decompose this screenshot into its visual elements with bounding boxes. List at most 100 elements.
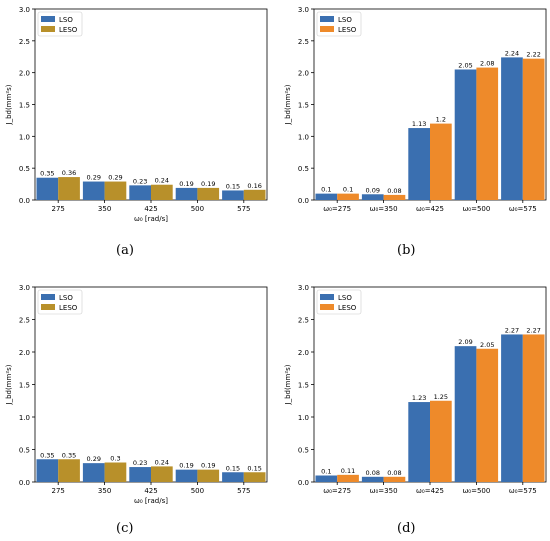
bar-leso-4 (522, 334, 545, 482)
data-label-leso-0: 0.11 (341, 467, 355, 475)
bar-lso-4 (501, 334, 523, 482)
y-tick-label: 0.0 (298, 197, 309, 205)
x-axis-label: ω₀ [rad/s] (134, 215, 168, 223)
bar-leso-2 (151, 466, 173, 482)
x-tick-label: ω₀=350 (370, 205, 398, 213)
data-label-leso-3: 0.19 (201, 180, 215, 188)
bar-lso-2 (129, 185, 151, 200)
y-tick-label: 0.5 (298, 165, 309, 173)
y-tick-label: 2.5 (298, 38, 309, 46)
y-tick-label: 0.0 (19, 197, 30, 205)
caption-a: (a) (116, 243, 134, 258)
bar-leso-3 (476, 67, 499, 200)
bar-lso-3 (175, 469, 198, 482)
x-tick-label: 575 (237, 487, 250, 495)
bar-lso-0 (315, 475, 338, 482)
data-label-lso-2: 1.13 (412, 120, 426, 128)
data-label-lso-4: 2.24 (505, 49, 519, 57)
y-axis-label: J_bd(mm²s) (5, 364, 13, 405)
data-label-lso-4: 0.15 (226, 182, 240, 190)
y-tick-label: 0.5 (19, 165, 30, 173)
y-axis-label: J_bd(mm²s) (284, 84, 292, 125)
legend-label-leso: LESO (59, 26, 78, 34)
bar-leso-3 (197, 187, 220, 200)
y-tick-label: 0.0 (298, 479, 309, 487)
bar-leso-1 (104, 462, 127, 482)
data-label-leso-1: 0.29 (108, 174, 122, 182)
y-axis-label: J_bd(mm²s) (5, 84, 13, 125)
x-tick-label: ω₀=275 (323, 487, 351, 495)
legend-swatch-lso (41, 294, 55, 300)
y-tick-label: 2.0 (19, 70, 30, 78)
y-tick-label: 1.5 (19, 382, 30, 390)
chart-b: 0.0 0.5 1.0 1.5 2.0 2.5 3.0 J_bd(mm²s) 0.1 0.1 ω₀=… (284, 6, 547, 213)
y-tick-label: 1.0 (19, 414, 30, 422)
bar-lso-2 (408, 128, 430, 200)
caption-c: (c) (116, 521, 134, 536)
x-tick-label: ω₀=350 (370, 487, 398, 495)
bar-lso-3 (454, 346, 477, 482)
y-tick-label: 1.0 (298, 414, 309, 422)
legend-swatch-lso (41, 16, 55, 22)
x-tick-label: 425 (144, 205, 157, 213)
data-label-lso-2: 1.23 (412, 394, 426, 402)
x-tick-label: 425 (144, 487, 157, 495)
caption-b: (b) (397, 243, 416, 258)
data-label-leso-2: 1.2 (436, 116, 446, 124)
legend-label-lso: LSO (338, 16, 352, 24)
data-label-lso-4: 0.15 (226, 464, 240, 472)
x-tick-label: ω₀=425 (416, 487, 444, 495)
y-tick-label: 1.0 (19, 133, 30, 141)
y-tick-label: 1.5 (298, 102, 309, 110)
y-tick-label: 1.0 (298, 133, 309, 141)
data-label-lso-3: 2.05 (458, 61, 472, 69)
data-label-leso-1: 0.08 (387, 469, 401, 477)
data-label-lso-4: 2.27 (505, 326, 519, 334)
data-label-lso-3: 0.19 (179, 180, 193, 188)
data-label-leso-0: 0.35 (62, 451, 76, 459)
x-tick-label: ω₀=575 (509, 487, 537, 495)
bar-leso-2 (430, 123, 452, 200)
y-tick-label: 3.0 (19, 284, 30, 292)
y-tick-label: 0.5 (19, 447, 30, 455)
chart-a: 0.0 0.5 1.0 1.5 2.0 2.5 3.0 J_bd(mm²s) 0.35 0.36 2… (5, 6, 268, 223)
x-tick-label: 350 (98, 487, 111, 495)
data-label-lso-1: 0.08 (366, 469, 380, 477)
bar-lso-3 (454, 69, 477, 200)
x-tick-label: ω₀=500 (462, 205, 490, 213)
bar-leso-0 (337, 474, 359, 482)
chart-d: 0.0 0.5 1.0 1.5 2.0 2.5 3.0 J_bd(mm²s) 0.1 0.11 ω₀… (284, 284, 547, 495)
x-tick-label: 275 (52, 205, 65, 213)
data-label-leso-3: 2.08 (480, 60, 494, 68)
data-label-lso-1: 0.09 (366, 186, 380, 194)
bar-lso-1 (82, 181, 105, 200)
bar-leso-3 (197, 469, 220, 482)
legend-swatch-lso (320, 16, 334, 22)
data-label-lso-3: 0.19 (179, 462, 193, 470)
data-label-leso-4: 0.15 (247, 464, 261, 472)
x-axis-label: ω₀ [rad/s] (134, 497, 168, 505)
y-tick-label: 1.5 (19, 102, 30, 110)
x-tick-label: 500 (191, 205, 204, 213)
bar-lso-1 (361, 476, 384, 482)
data-label-leso-4: 2.27 (526, 326, 540, 334)
y-tick-label: 3.0 (19, 6, 30, 14)
x-tick-label: ω₀=275 (323, 205, 351, 213)
data-label-lso-2: 0.23 (133, 459, 147, 467)
bar-leso-1 (383, 476, 406, 482)
y-tick-label: 2.5 (19, 38, 30, 46)
bar-leso-1 (383, 194, 406, 200)
data-label-lso-0: 0.1 (321, 468, 331, 476)
legend-label-lso: LSO (59, 294, 73, 302)
bar-lso-0 (36, 177, 59, 200)
legend-swatch-leso (41, 26, 55, 32)
y-tick-label: 2.5 (19, 317, 30, 325)
data-label-lso-0: 0.35 (40, 170, 54, 178)
legend-swatch-lso (320, 294, 334, 300)
data-label-lso-1: 0.29 (87, 455, 101, 463)
data-label-leso-1: 0.08 (387, 187, 401, 195)
data-label-lso-0: 0.35 (40, 451, 54, 459)
legend-swatch-leso (41, 304, 55, 310)
data-label-leso-3: 2.05 (480, 341, 494, 349)
y-tick-label: 1.5 (298, 382, 309, 390)
